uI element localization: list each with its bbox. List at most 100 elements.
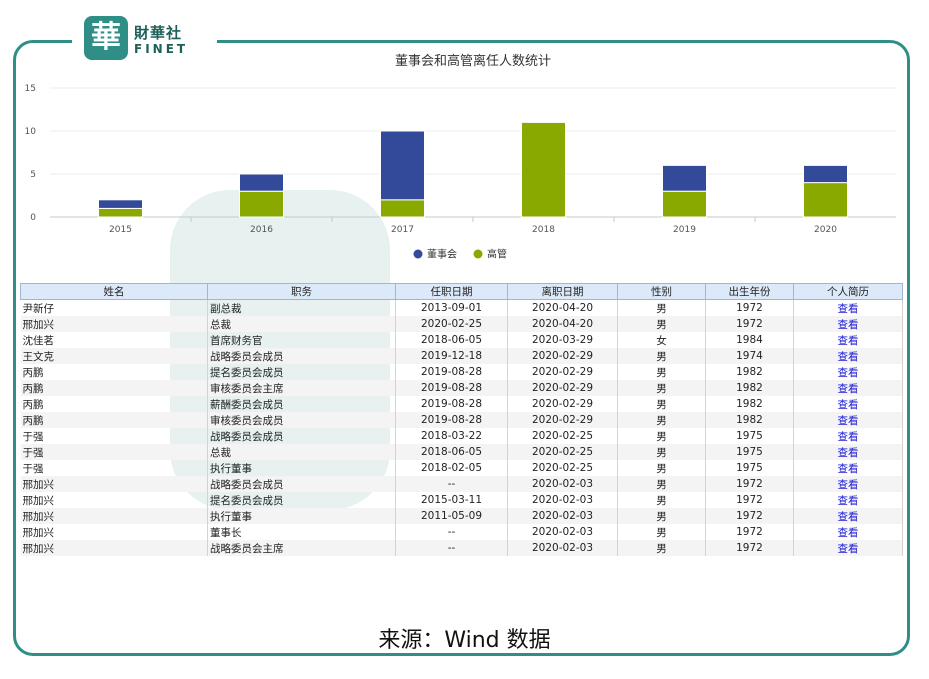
table-body: 尹新仔 副总裁 2013-09-01 2020-04-20 男 1972 查看 邢加兴 总裁 20… [20, 299, 903, 556]
view-resume-link[interactable]: 查看 [837, 382, 859, 395]
table-cell: 1972 [705, 508, 794, 524]
resume-cell: 查看 [793, 316, 903, 332]
table-cell: 男 [617, 348, 706, 364]
table-row: 丙鹏 提名委员会成员 2019-08-28 2020-02-29 男 1982 查看 [20, 364, 903, 380]
table-cell: 邢加兴 [20, 316, 208, 332]
resume-cell: 查看 [793, 524, 903, 540]
table-row: 丙鹏 审核委员会成员 2019-08-28 2020-02-29 男 1982 查看 [20, 412, 903, 428]
table-cell: 邢加兴 [20, 492, 208, 508]
table-cell: 男 [617, 380, 706, 396]
view-resume-link[interactable]: 查看 [837, 526, 859, 539]
x-tick-label: 2020 [814, 225, 837, 235]
view-resume-link[interactable]: 查看 [837, 542, 859, 555]
column-header: 性别 [617, 283, 706, 300]
table-cell: 男 [617, 412, 706, 428]
table-cell: 男 [617, 460, 706, 476]
table-cell: 男 [617, 524, 706, 540]
view-resume-link[interactable]: 查看 [837, 478, 859, 491]
resume-cell: 查看 [793, 428, 903, 444]
table-cell: 执行董事 [207, 508, 396, 524]
table-cell: 2020-02-03 [507, 540, 618, 556]
table-row: 邢加兴 提名委员会成员 2015-03-11 2020-02-03 男 1972 查看 [20, 492, 903, 508]
view-resume-link[interactable]: 查看 [837, 414, 859, 427]
table-row: 丙鹏 审核委员会主席 2019-08-28 2020-02-29 男 1982 查看 [20, 380, 903, 396]
table-cell: 2020-02-03 [507, 524, 618, 540]
legend-label: 董事会 [427, 248, 457, 261]
bar-董事会-2015 [98, 199, 143, 209]
table-cell: 女 [617, 332, 706, 348]
bar-高管-2019 [662, 190, 707, 218]
table-header-row: 姓名 职务 任职日期 离职日期 性别 出生年份 个人简历 [20, 283, 903, 300]
resume-cell: 查看 [793, 540, 903, 556]
view-resume-link[interactable]: 查看 [837, 350, 859, 363]
y-tick-label: 15 [25, 84, 36, 94]
view-resume-link[interactable]: 查看 [837, 302, 859, 315]
table-cell: 2020-02-29 [507, 396, 618, 412]
table-cell: 总裁 [207, 444, 396, 460]
table-row: 邢加兴 战略委员会主席 -- 2020-02-03 男 1972 查看 [20, 540, 903, 556]
resume-cell: 查看 [793, 476, 903, 492]
table-cell: 2020-02-29 [507, 364, 618, 380]
view-resume-link[interactable]: 查看 [837, 318, 859, 331]
x-tick-label: 2015 [109, 225, 132, 235]
bar-高管-2017 [380, 199, 425, 218]
resume-cell: 查看 [793, 492, 903, 508]
column-header: 离职日期 [507, 283, 618, 300]
column-header: 职务 [207, 283, 396, 300]
table-cell: 男 [617, 476, 706, 492]
table-row: 邢加兴 战略委员会成员 -- 2020-02-03 男 1972 查看 [20, 476, 903, 492]
table-row: 邢加兴 总裁 2020-02-25 2020-04-20 男 1972 查看 [20, 316, 903, 332]
column-header: 姓名 [20, 283, 208, 300]
table-cell: 2018-06-05 [395, 332, 508, 348]
table-cell: 男 [617, 396, 706, 412]
view-resume-link[interactable]: 查看 [837, 494, 859, 507]
resume-cell: 查看 [793, 364, 903, 380]
table-cell: 1972 [705, 524, 794, 540]
table-cell: 2019-08-28 [395, 412, 508, 428]
resume-cell: 查看 [793, 460, 903, 476]
table-cell: 于强 [20, 460, 208, 476]
view-resume-link[interactable]: 查看 [837, 510, 859, 523]
table-cell: 2015-03-11 [395, 492, 508, 508]
table-cell: 审核委员会主席 [207, 380, 396, 396]
bar-高管-2020 [803, 182, 848, 218]
bar-董事会-2019 [662, 164, 707, 192]
table-cell: 男 [617, 364, 706, 380]
table-row: 于强 战略委员会成员 2018-03-22 2020-02-25 男 1975 查看 [20, 428, 903, 444]
table-cell: 2020-02-03 [507, 508, 618, 524]
table-cell: 战略委员会成员 [207, 428, 396, 444]
table-cell: 1984 [705, 332, 794, 348]
table-cell: 男 [617, 492, 706, 508]
table-cell: 1972 [705, 299, 794, 316]
view-resume-link[interactable]: 查看 [837, 366, 859, 379]
table-row: 沈佳茗 首席财务官 2018-06-05 2020-03-29 女 1984 查看 [20, 332, 903, 348]
table-cell: 男 [617, 508, 706, 524]
view-resume-link[interactable]: 查看 [837, 430, 859, 443]
table-cell: 审核委员会成员 [207, 412, 396, 428]
table-cell: 沈佳茗 [20, 332, 208, 348]
view-resume-link[interactable]: 查看 [837, 398, 859, 411]
bar-董事会-2016 [239, 173, 284, 192]
column-header: 任职日期 [395, 283, 508, 300]
resignation-table: 姓名 职务 任职日期 离职日期 性别 出生年份 个人简历 尹新仔 副总裁 2013-09-01 2… [20, 283, 903, 556]
table-cell: 2020-02-25 [507, 444, 618, 460]
view-resume-link[interactable]: 查看 [837, 462, 859, 475]
table-cell: 2018-02-05 [395, 460, 508, 476]
table-cell: 王文克 [20, 348, 208, 364]
table-cell: 2019-12-18 [395, 348, 508, 364]
table-cell: 2020-02-25 [395, 316, 508, 332]
table-cell: 丙鹏 [20, 396, 208, 412]
resume-cell: 查看 [793, 380, 903, 396]
view-resume-link[interactable]: 查看 [837, 334, 859, 347]
view-resume-link[interactable]: 查看 [837, 446, 859, 459]
table-cell: 副总裁 [207, 299, 396, 316]
x-tick-label: 2019 [673, 225, 696, 235]
logo-cn-text: 財華社 [134, 24, 183, 42]
resume-cell: 查看 [793, 348, 903, 364]
logo-en-text: FINET [134, 42, 189, 56]
table-cell: 2019-08-28 [395, 364, 508, 380]
bar-董事会-2017 [380, 130, 425, 201]
table-cell: 1975 [705, 444, 794, 460]
table-cell: 邢加兴 [20, 524, 208, 540]
logo-mark: 華 [84, 16, 128, 60]
